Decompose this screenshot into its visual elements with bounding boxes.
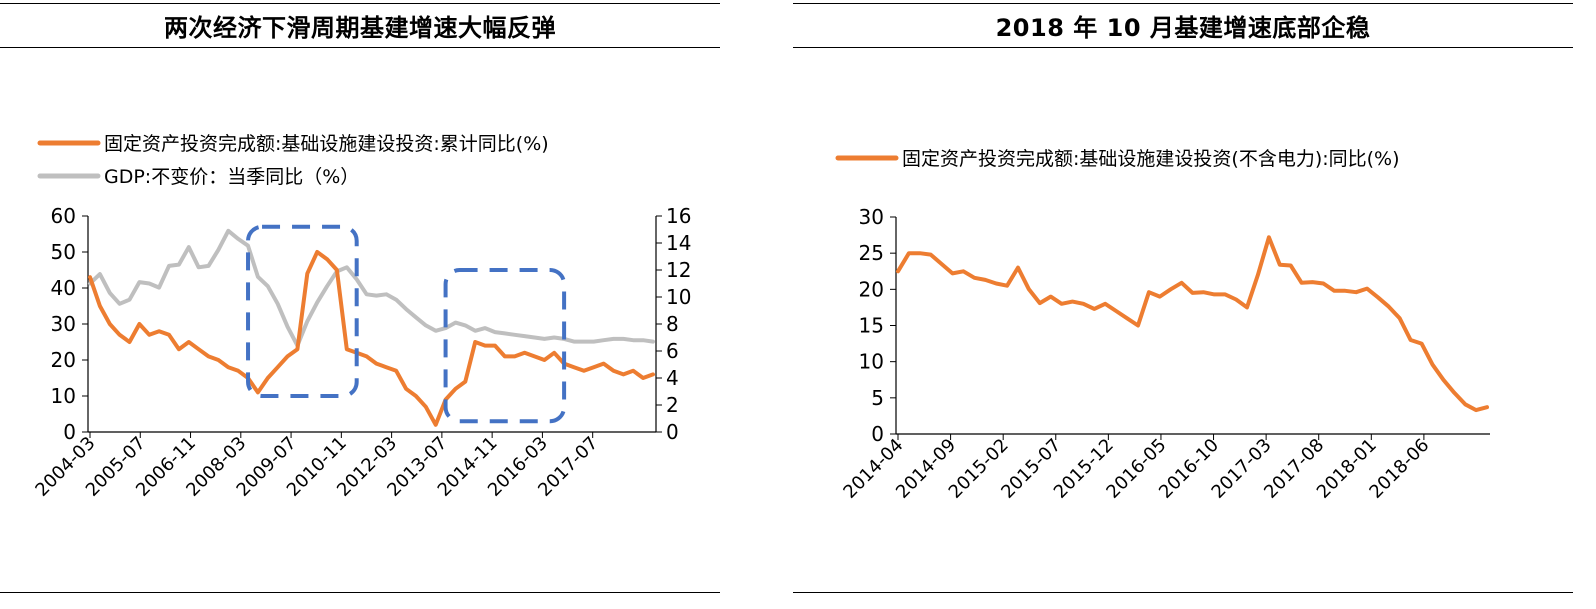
y-tick-label-left: 10 — [51, 384, 76, 408]
legend-label: 固定资产投资完成额:基础设施建设投资:累计同比(%) — [104, 133, 549, 155]
y-tick-label-left: 0 — [871, 422, 884, 446]
y-tick-label-left: 30 — [859, 205, 884, 229]
top-rule — [793, 3, 1573, 4]
legend-label: 固定资产投资完成额:基础设施建设投资(不含电力):同比(%) — [902, 148, 1400, 170]
y-tick-label-left: 0 — [63, 420, 76, 444]
y-tick-label-right: 14 — [666, 231, 691, 255]
y-tick-label-right: 8 — [666, 312, 679, 336]
top-rule — [0, 3, 720, 4]
y-tick-label-left: 15 — [859, 314, 884, 338]
y-tick-label-left: 25 — [859, 241, 884, 265]
y-tick-label-right: 2 — [666, 393, 679, 417]
y-tick-label-left: 20 — [51, 348, 76, 372]
y-tick-label-left: 30 — [51, 312, 76, 336]
y-tick-label-right: 0 — [666, 420, 679, 444]
left-chart-panel: 两次经济下滑周期基建增速大幅反弹 固定资产投资完成额:基础设施建设投资:累计同比… — [0, 0, 720, 609]
right-chart-panel: 2018 年 10 月基建增速底部企稳 固定资产投资完成额:基础设施建设投资(不… — [793, 0, 1596, 609]
chart-left: 固定资产投资完成额:基础设施建设投资:累计同比(%) GDP:不变价：当季同比（%… — [31, 133, 691, 501]
chart-right: 固定资产投资完成额:基础设施建设投资(不含电力):同比(%) 0 5 10 15 20 25… — [835, 148, 1490, 503]
bottom-rule — [0, 592, 720, 593]
highlight-box — [246, 224, 359, 398]
title-rule — [793, 47, 1573, 48]
y-tick-label-right: 16 — [666, 204, 691, 228]
chart-title-right: 2018 年 10 月基建增速底部企稳 — [995, 14, 1371, 42]
series-line-infrastructure — [896, 235, 1489, 413]
y-tick-label-left: 5 — [871, 386, 884, 410]
series-line-infrastructure — [88, 250, 655, 427]
y-tick-label-left: 40 — [51, 276, 76, 300]
y-tick-label-right: 12 — [666, 258, 691, 282]
series-line-gdp — [88, 228, 655, 348]
legend-label: GDP:不变价：当季同比（%） — [104, 166, 359, 188]
y-tick-label-left: 20 — [859, 277, 884, 301]
y-tick-label-left: 60 — [51, 204, 76, 228]
y-tick-label-right: 4 — [666, 366, 679, 390]
y-tick-label-right: 10 — [666, 285, 691, 309]
bottom-rule — [793, 592, 1573, 593]
y-tick-label-left: 50 — [51, 240, 76, 264]
y-tick-label-right: 6 — [666, 339, 679, 363]
title-rule — [0, 47, 720, 48]
y-tick-label-left: 10 — [859, 350, 884, 374]
highlight-box — [443, 268, 567, 424]
chart-title-left: 两次经济下滑周期基建增速大幅反弹 — [164, 14, 556, 42]
